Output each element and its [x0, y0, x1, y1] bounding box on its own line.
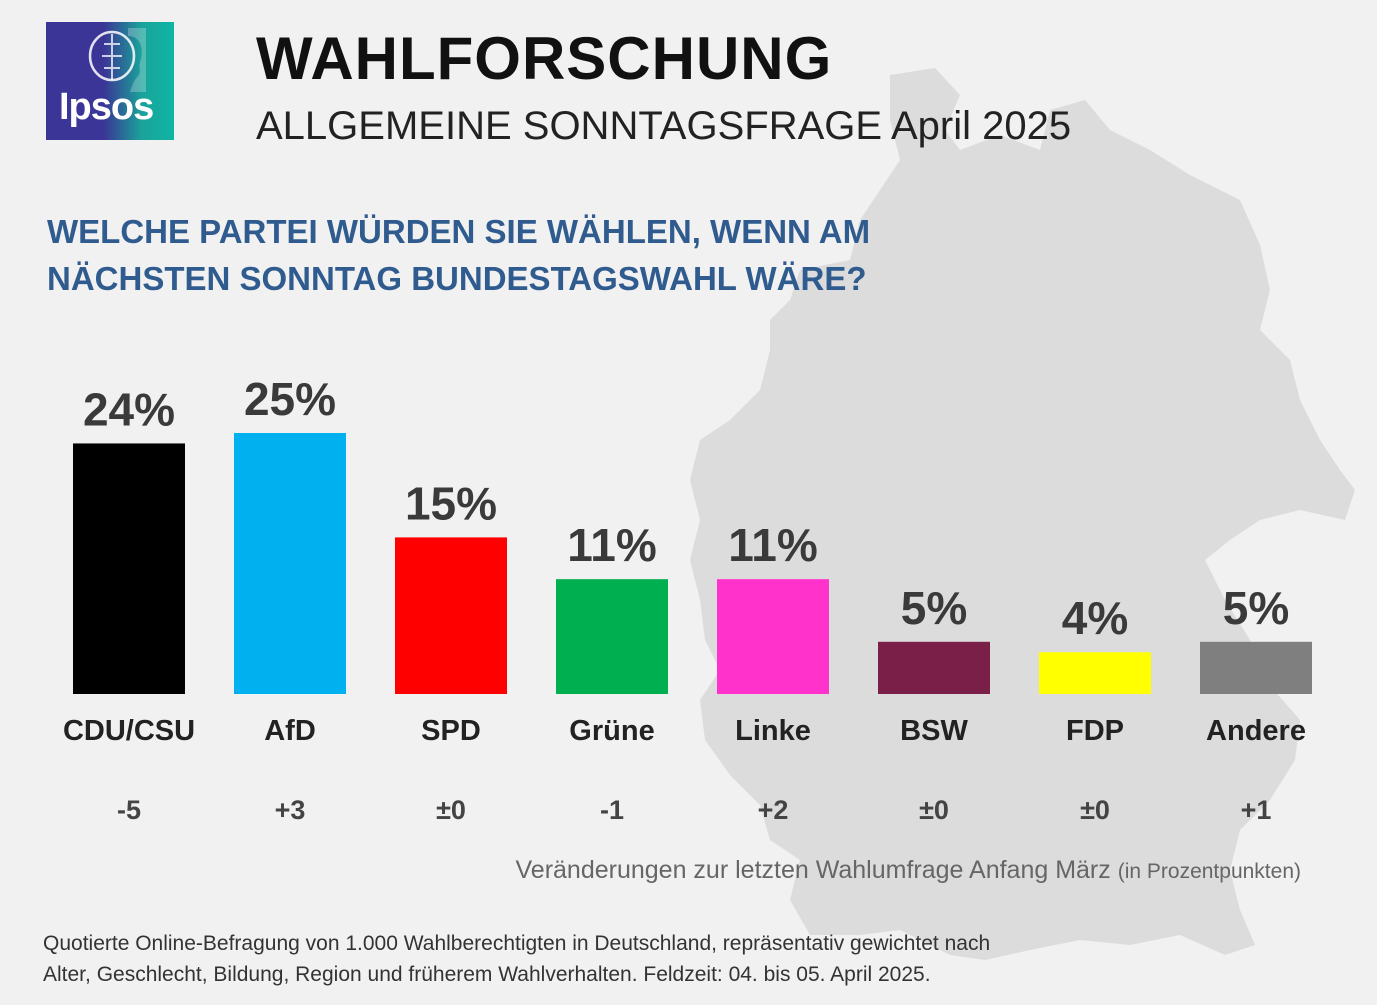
bar-linke	[717, 579, 829, 694]
footnote-line-2: Alter, Geschlecht, Bildung, Region und f…	[43, 963, 931, 986]
footnote-line-1: Quotierte Online-Befragung von 1.000 Wah…	[43, 932, 991, 955]
category-label: FDP	[1066, 715, 1124, 747]
survey-question: WELCHE PARTEI WÜRDEN SIE WÄHLEN, WENN AM…	[47, 213, 871, 297]
change-label: ±0	[919, 795, 949, 825]
value-label: 5%	[901, 582, 967, 634]
bar-andere	[1200, 641, 1312, 694]
category-label: CDU/CSU	[63, 715, 195, 747]
page-subtitle: ALLGEMEINE SONNTAGSFRAGE April 2025	[256, 104, 1072, 148]
change-label: +2	[758, 795, 789, 825]
change-label: +1	[1241, 795, 1272, 825]
change-label: -5	[117, 795, 141, 825]
change-note: Veränderungen zur letzten Wahlumfrage An…	[516, 856, 1302, 885]
value-label: 4%	[1062, 592, 1128, 644]
category-label: Grüne	[569, 715, 654, 747]
value-label: 24%	[83, 383, 175, 435]
methodology-footnote: Quotierte Online-Befragung von 1.000 Wah…	[43, 928, 1243, 990]
category-label: Linke	[735, 715, 811, 747]
tree-head-icon	[88, 28, 146, 92]
bar-gr-ne	[556, 579, 668, 694]
bar-spd	[395, 537, 507, 694]
value-label: 25%	[244, 373, 336, 425]
bar-fdp	[1039, 652, 1151, 694]
change-label: +3	[275, 795, 306, 825]
bar-afd	[234, 433, 346, 694]
change-note-unit: (in Prozentpunkten)	[1117, 860, 1301, 883]
value-label: 11%	[567, 519, 657, 571]
change-label: ±0	[1080, 795, 1110, 825]
bar-cdu-csu	[73, 443, 185, 694]
category-label: Andere	[1206, 715, 1306, 747]
category-label: BSW	[900, 715, 968, 747]
ipsos-logo: Ipsos	[46, 22, 174, 140]
change-label: -1	[600, 795, 624, 825]
category-label: SPD	[421, 715, 481, 747]
change-note-text: Veränderungen zur letzten Wahlumfrage An…	[515, 856, 1111, 884]
value-label: 11%	[728, 519, 818, 571]
value-label: 5%	[1223, 582, 1289, 634]
value-label: 15%	[405, 477, 497, 529]
change-label: ±0	[436, 795, 466, 825]
page-title: WAHLFORSCHUNG	[256, 25, 833, 92]
bar-bsw	[878, 641, 990, 694]
category-label: AfD	[264, 715, 316, 747]
logo-wordmark: Ipsos	[59, 86, 154, 128]
